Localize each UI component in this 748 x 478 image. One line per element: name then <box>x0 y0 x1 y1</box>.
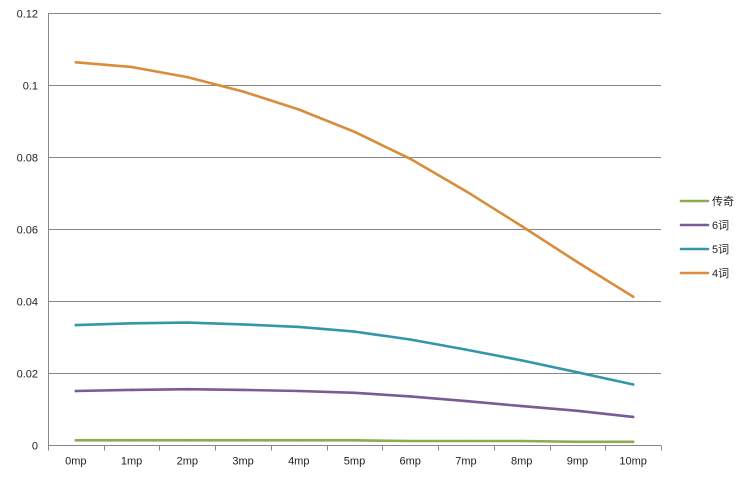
x-tick-label-3mp: 3mp <box>232 456 253 468</box>
y-tick-label: 0.08 <box>17 153 38 165</box>
series-1-point-5 <box>353 391 356 395</box>
series-0-point-6 <box>408 439 412 443</box>
series-0-point-3 <box>241 439 245 442</box>
series-3-point-7 <box>464 189 468 193</box>
legend-item-2: 5词 <box>679 243 729 256</box>
series-1-point-7 <box>464 399 468 403</box>
y-tick-label: 0.06 <box>17 225 38 237</box>
x-tick-label-0mp: 0mp <box>65 456 86 468</box>
series-3-point-6 <box>408 157 412 161</box>
series-2-point-9 <box>576 371 579 374</box>
series-0-point-0 <box>74 439 78 442</box>
series-0-point-2 <box>186 439 189 442</box>
series-0-point-5 <box>353 439 356 442</box>
series-3-point-2 <box>186 75 189 79</box>
series-2-point-7 <box>464 348 468 351</box>
x-tick-label-6mp: 6mp <box>400 456 421 468</box>
series-2-point-2 <box>186 321 189 324</box>
y-tick-label: 0.04 <box>17 297 38 309</box>
series-2-point-1 <box>130 322 133 325</box>
series-2-point-3 <box>241 323 245 326</box>
series-2-point-0 <box>74 323 78 327</box>
x-tick-label-9mp: 9mp <box>567 456 588 468</box>
series-3-point-0 <box>74 61 78 64</box>
series-3-point-1 <box>130 65 133 69</box>
series-2-point-10 <box>631 383 635 386</box>
x-tick-label-2mp: 2mp <box>177 456 198 468</box>
y-tick-label: 0.02 <box>17 369 38 381</box>
legend-label: 4词 <box>712 267 729 280</box>
series-3-point-5 <box>353 130 356 134</box>
legend-item-0: 传奇 <box>679 195 734 208</box>
axis-layer: 0 0.02 0.04 0.06 0.08 0.1 0.12 0mp 1mp 2mp 3mp 4mp 5… <box>17 9 662 468</box>
series-1-point-6 <box>408 395 412 398</box>
x-tick-label-10mp: 10mp <box>619 456 647 468</box>
legend-label: 传奇 <box>712 195 734 208</box>
grid-layer <box>48 13 661 374</box>
series-3-point-4 <box>297 108 301 111</box>
series-2-point-8 <box>520 359 523 362</box>
x-tick-label-1mp: 1mp <box>121 456 142 468</box>
series-1-point-4 <box>297 389 301 393</box>
series-3-point-8 <box>520 224 523 228</box>
legend-item-1: 6词 <box>679 219 729 232</box>
series-0-point-7 <box>464 439 468 443</box>
series-0-point-1 <box>130 439 133 442</box>
series-3-point-3 <box>241 90 245 93</box>
series-0-point-9 <box>576 440 579 444</box>
legend-item-3: 4词 <box>679 267 729 280</box>
series-3-point-10 <box>631 295 635 299</box>
series-0-point-8 <box>520 439 523 443</box>
series-2-point-4 <box>297 325 301 329</box>
series-0-point-10 <box>631 440 635 444</box>
legend: 传奇 6词 5词 4词 <box>679 195 734 280</box>
x-tick-label-8mp: 8mp <box>511 456 532 468</box>
series-3-point-9 <box>576 260 579 264</box>
series-1-point-10 <box>631 415 635 419</box>
series-1-point-3 <box>241 388 245 392</box>
series-layer <box>74 60 635 444</box>
x-tick-label-5mp: 5mp <box>344 456 365 468</box>
series-1-point-0 <box>74 389 78 393</box>
series-2-point-5 <box>353 330 356 333</box>
series-1-point-1 <box>130 388 133 392</box>
series-0-point-4 <box>297 439 301 442</box>
y-tick-label: 0 <box>32 441 38 453</box>
legend-label: 6词 <box>712 219 729 232</box>
series-line-3 <box>74 60 635 299</box>
legend-label: 5词 <box>712 243 729 256</box>
series-1-point-9 <box>576 409 579 413</box>
y-tick-label: 0.1 <box>23 81 38 93</box>
series-2-point-6 <box>408 338 412 341</box>
y-tick-label: 0.12 <box>17 9 38 21</box>
x-tick-label-7mp: 7mp <box>455 456 476 468</box>
x-tick-label-4mp: 4mp <box>288 456 309 468</box>
series-1-point-8 <box>520 404 523 408</box>
series-1-point-2 <box>186 387 189 391</box>
